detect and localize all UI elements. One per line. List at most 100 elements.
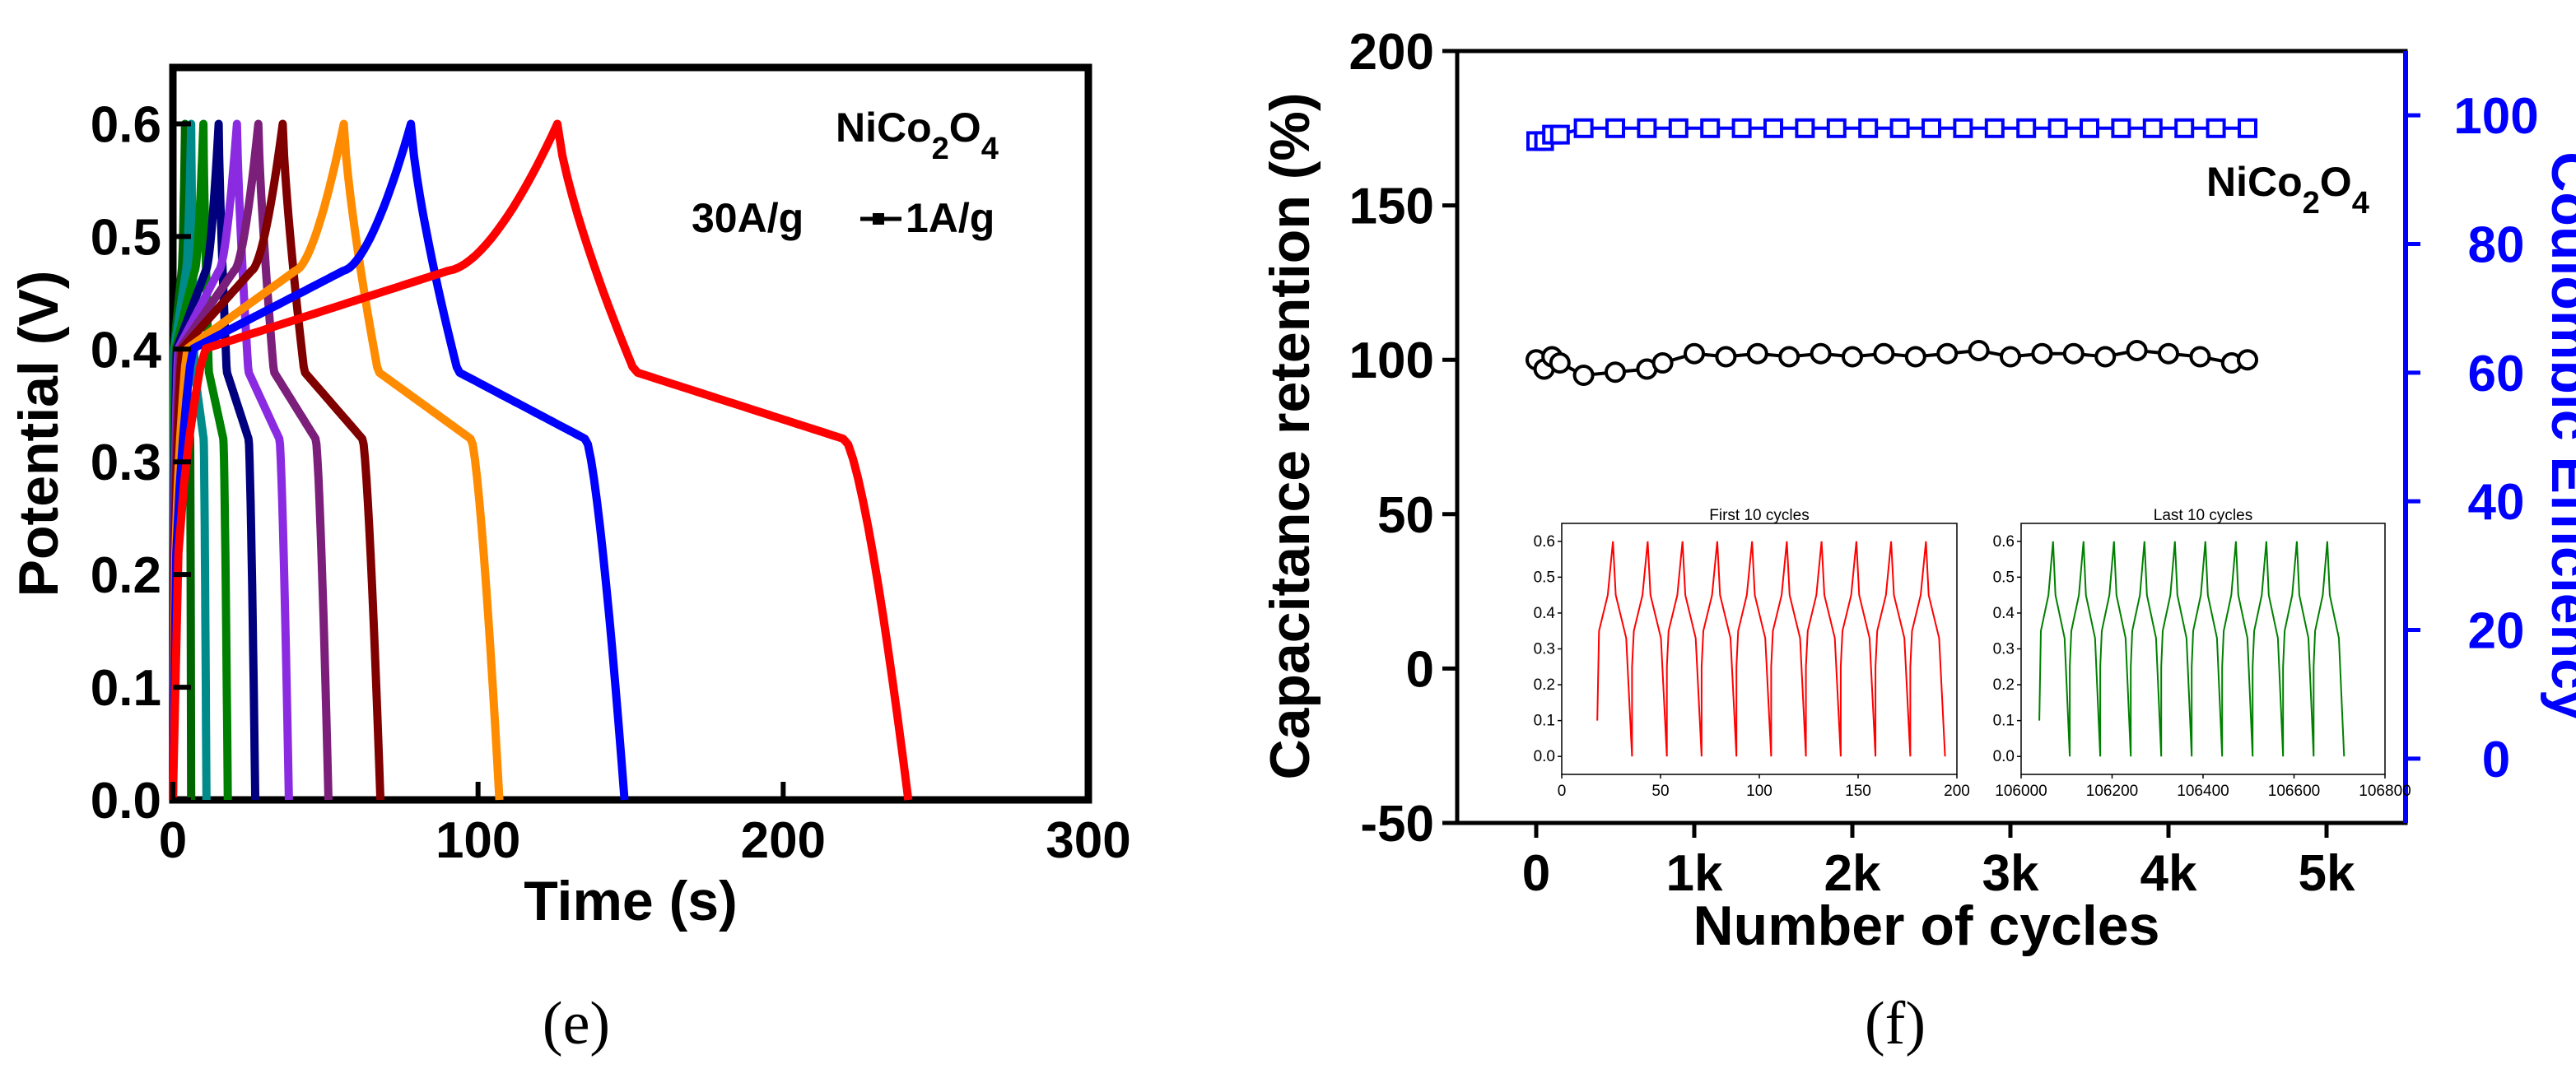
panel-e-material-label: NiCo2O4: [836, 105, 999, 166]
panel-f-xtick-label: 0: [1522, 845, 1550, 902]
panel-f-point-efficiency: [1573, 118, 1594, 138]
panel-f-point-retention: [2126, 339, 2148, 361]
panel-e-xtick-label: 100: [436, 812, 520, 869]
panel-f-point-efficiency: [1549, 124, 1570, 145]
panel-f-xlabel: Number of cycles: [1693, 895, 2160, 957]
panel-f-point-retention: [1605, 361, 1626, 383]
panel-f-point-retention: [1842, 346, 1863, 368]
panel-e-ytick-label: 0.0: [91, 773, 161, 830]
panel-f-inset-ytick-label: 0.5: [1993, 569, 2015, 586]
panel-f-point-retention: [1572, 364, 1595, 386]
panel-f-y2label: Coulombic Efficiency: [2540, 151, 2576, 721]
panel-f-point-retention: [2237, 349, 2258, 371]
panel-f-inset-ytick-label: 0.2: [1534, 676, 1555, 694]
panel-f-point-efficiency: [1637, 118, 1657, 138]
panel-f-point-retention: [2158, 342, 2179, 365]
panel-f-point-retention: [1936, 342, 1959, 365]
panel-f-panel-label: (f): [1865, 990, 1926, 1057]
panel-f-ytick-label: 50: [1377, 487, 1434, 544]
panel-f-ytick-label: 100: [1349, 332, 1434, 389]
panel-f-inset-xtick-label: 150: [1845, 783, 1871, 800]
panel-e-rate-arrow-marker: [873, 213, 884, 225]
panel-f-point-efficiency: [2016, 118, 2037, 138]
panel-e-series-20A-g: [169, 119, 232, 801]
panel-f-inset-xtick-label: 106000: [1995, 783, 2047, 800]
panel-f-insets: First 10 cycles 0.0 0.1 0.2 0.3 0.4 0.5 0.6 0 50 1…: [1534, 507, 2411, 800]
panel-f-ytick-label: 150: [1349, 179, 1434, 235]
panel-f-y2tick-label: 0: [2482, 732, 2510, 788]
panel-f-inset-xtick-label: 106200: [2086, 783, 2138, 800]
panel-f-ticks: 0 1k 2k 3k 4k 5k -50 0 50 100 150 200 0 20 40 60 80 100: [1349, 24, 2539, 902]
panel-f-point-efficiency: [2238, 118, 2257, 138]
panel-f-inset-xtick-label: 200: [1944, 783, 1970, 800]
panel-f-point-efficiency: [1605, 118, 1625, 138]
panel-f-point-efficiency: [2111, 118, 2131, 138]
panel-e-ytick-label: 0.5: [91, 209, 161, 266]
panel-f-inset-frame: [1561, 523, 1958, 775]
panel-f-inset-ytick-label: 0.4: [1993, 605, 2015, 622]
panel-f-inset-ytick-label: 0.6: [1534, 533, 1555, 551]
panel-e-xtick-label: 200: [741, 812, 826, 869]
panel-f-inset-ytick-label: 0.0: [1993, 748, 2015, 765]
panel-f-inset-ytick-label: 0.3: [1534, 641, 1555, 658]
panel-f-point-efficiency: [1826, 118, 1847, 138]
panel-f-xtick-label: 1k: [1666, 845, 1723, 902]
panel-f-point-efficiency: [1795, 118, 1815, 138]
panel-f-point-efficiency: [1953, 118, 1973, 138]
panel-f-ylabel: Capacitance retention (%): [1259, 92, 1321, 779]
panel-f-point-efficiency: [1889, 118, 1910, 138]
panel-f-inset-title: First 10 cycles: [1709, 507, 1809, 524]
panel-f-point-efficiency: [1858, 118, 1879, 138]
panel-f-point-efficiency: [1984, 118, 2005, 138]
panel-e-panel-label: (e): [543, 990, 610, 1057]
panel-f-inset-curve: [1596, 541, 1946, 757]
panel-f-inset-ytick-label: 0.5: [1534, 569, 1555, 586]
panel-f-y2tick-label: 20: [2468, 603, 2525, 660]
panel-f-point-efficiency: [2047, 118, 2068, 138]
panel-f-point-retention: [1746, 342, 1768, 365]
panel-f-xtick-label: 3k: [1982, 845, 2039, 902]
panel-e-ylabel: Potential (V): [7, 271, 70, 597]
panel-f-point-retention: [2031, 342, 2053, 365]
panel-f-inset-ytick-label: 0.4: [1534, 605, 1556, 622]
panel-f-inset-xtick-label: 106400: [2177, 783, 2229, 800]
panel-f-xtick-label: 5k: [2299, 845, 2355, 902]
panel-f-point-retention: [2094, 346, 2117, 368]
panel-f-y2tick-label: 60: [2468, 346, 2525, 402]
panel-e-ytick-label: 0.2: [91, 547, 161, 604]
panel-e-xlabel: Time (s): [524, 870, 737, 932]
panel-f-y2tick-label: 100: [2453, 88, 2538, 145]
panel-f-inset-ytick-label: 0.1: [1993, 713, 2015, 730]
panel-f-point-retention: [1810, 342, 1832, 365]
panel-f-inset-ytick-label: 0.6: [1993, 533, 2015, 551]
panel-f-ytick-label: 200: [1349, 24, 1434, 81]
panel-f-point-retention: [1684, 342, 1705, 365]
panel-f-cycling-chart: 0 1k 2k 3k 4k 5k -50 0 50 100 150 200 0 20 40 60 80 100 F…: [1259, 24, 2576, 1057]
panel-e-series-15A-g: [169, 119, 260, 801]
panel-f-point-retention: [2000, 346, 2021, 368]
panel-e-xtick-label: 0: [159, 812, 187, 869]
panel-f-point-efficiency: [1731, 118, 1752, 138]
panel-f-material-label: NiCo2O4: [2206, 159, 2369, 221]
panel-f-point-retention: [1968, 339, 1990, 361]
panel-f-points: [1526, 118, 2258, 386]
panel-f-inset-title: Last 10 cycles: [2154, 507, 2252, 524]
panel-f-inset-ytick-label: 0.2: [1993, 676, 2015, 694]
panel-e-rate-from: 30A/g: [692, 195, 804, 241]
panel-f-point-efficiency: [1668, 118, 1689, 138]
panel-f-point-efficiency: [2206, 118, 2226, 138]
panel-e-rate-to: 1A/g: [906, 195, 995, 241]
panel-e-series-5A-g: [169, 119, 385, 801]
panel-f-inset-xtick-label: 0: [1558, 783, 1567, 800]
panel-f-point-efficiency: [1922, 118, 1941, 138]
panel-f-point-retention: [1651, 351, 1674, 374]
panel-e-ytick-label: 0.6: [91, 96, 161, 153]
panel-f-point-efficiency: [1763, 118, 1783, 138]
panel-e-ytick-label: 0.3: [91, 435, 161, 491]
panel-f-inset-ytick-label: 0.3: [1993, 641, 2015, 658]
panel-e-series-7A-g: [169, 119, 333, 801]
panel-f-inset-xtick-label: 106800: [2359, 783, 2411, 800]
panel-f-point-retention: [1778, 346, 1800, 368]
panel-f-xtick-label: 4k: [2140, 845, 2197, 902]
